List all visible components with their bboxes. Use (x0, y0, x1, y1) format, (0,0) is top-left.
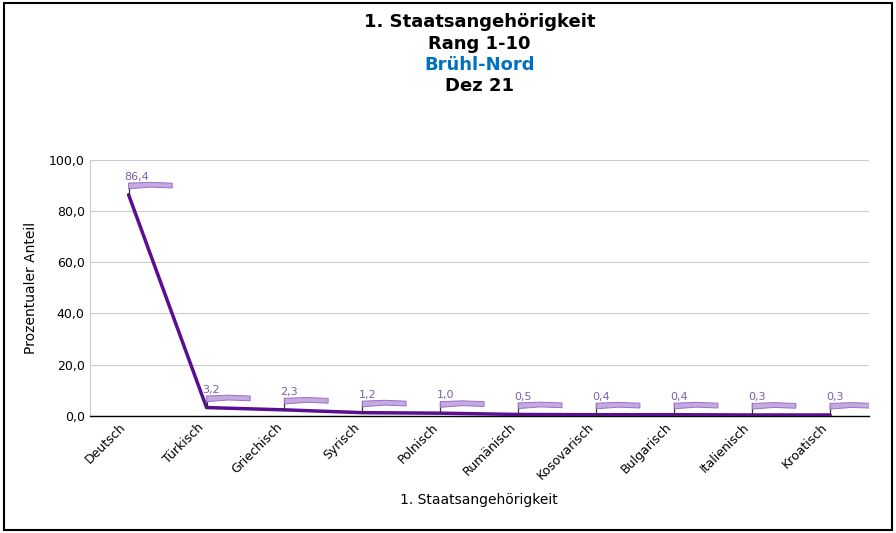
PathPatch shape (285, 398, 328, 404)
Text: Brühl-Nord: Brühl-Nord (424, 56, 535, 74)
PathPatch shape (675, 402, 718, 409)
Text: 0,3: 0,3 (748, 392, 766, 402)
Text: 0,3: 0,3 (826, 392, 844, 402)
Text: 1. Staatsangehörigkeit: 1. Staatsangehörigkeit (364, 13, 595, 31)
Y-axis label: Prozentualer Anteil: Prozentualer Anteil (24, 222, 38, 354)
Text: 86,4: 86,4 (125, 172, 150, 182)
Text: 3,2: 3,2 (202, 385, 220, 395)
Text: 0,4: 0,4 (592, 392, 610, 402)
Text: Dez 21: Dez 21 (444, 77, 514, 95)
PathPatch shape (753, 402, 796, 409)
Text: 1,2: 1,2 (358, 390, 376, 400)
Text: 0,5: 0,5 (514, 392, 532, 402)
PathPatch shape (518, 402, 562, 409)
Text: 0,4: 0,4 (670, 392, 688, 402)
PathPatch shape (363, 400, 406, 407)
PathPatch shape (441, 401, 484, 407)
Text: 2,3: 2,3 (280, 387, 298, 397)
X-axis label: 1. Staatsangehörigkeit: 1. Staatsangehörigkeit (401, 494, 558, 507)
Text: 1,0: 1,0 (436, 390, 454, 400)
PathPatch shape (597, 402, 640, 409)
PathPatch shape (129, 182, 172, 189)
PathPatch shape (206, 395, 250, 402)
Text: Rang 1-10: Rang 1-10 (428, 35, 530, 53)
PathPatch shape (831, 402, 874, 409)
